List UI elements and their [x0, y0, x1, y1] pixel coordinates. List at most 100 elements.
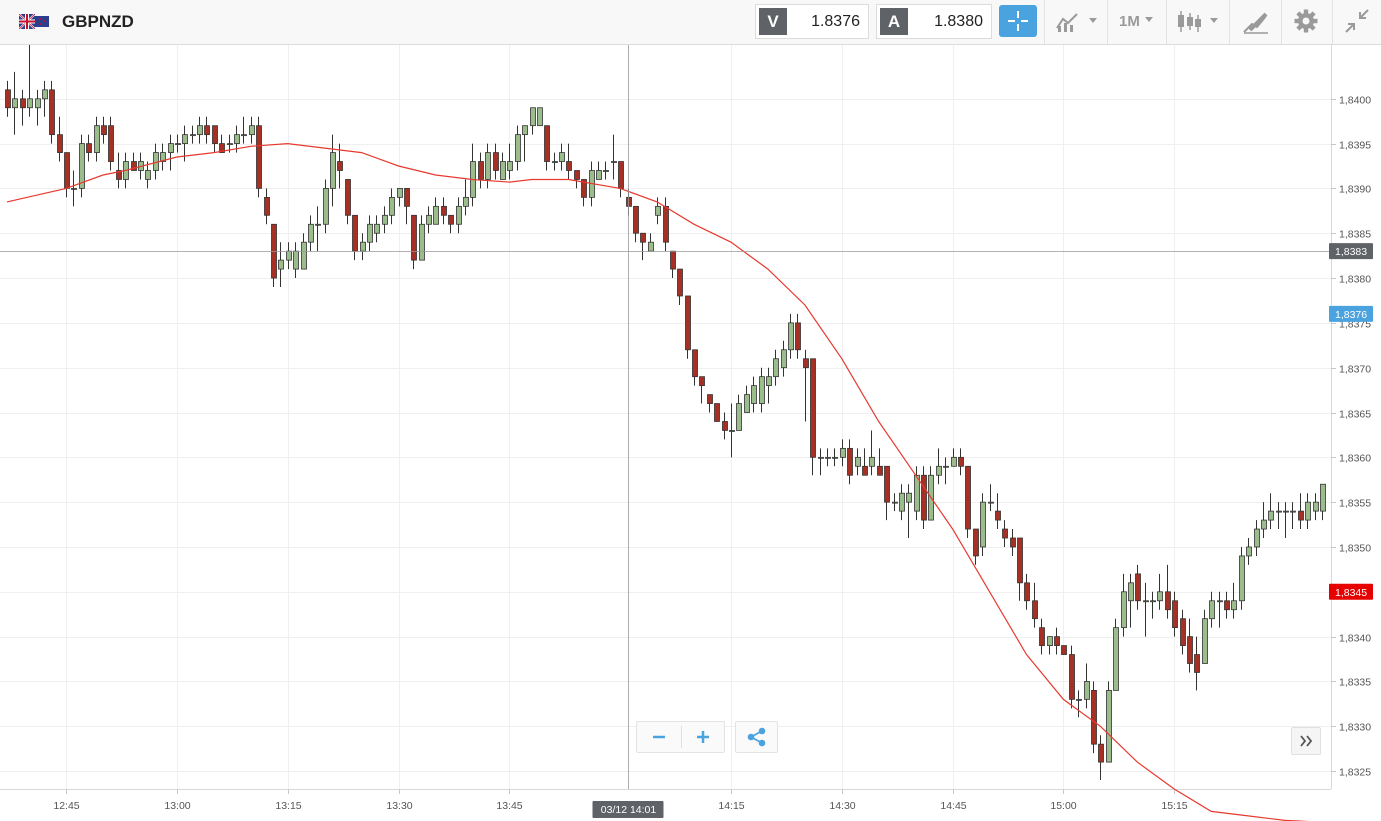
- crosshair-button[interactable]: [999, 5, 1037, 37]
- chart-type-button[interactable]: [1052, 4, 1102, 39]
- chevron-down-icon: [1145, 17, 1153, 22]
- candle-down: [707, 394, 713, 404]
- crosshair-time-badge: [592, 801, 664, 818]
- candle-up: [1084, 681, 1090, 700]
- candle-up: [766, 376, 772, 387]
- candle-up: [507, 161, 513, 171]
- candle-up: [197, 125, 203, 136]
- crosshair: 03/12 14:01: [0, 45, 1331, 818]
- candle-up: [367, 223, 373, 243]
- candlestick-icon: [1178, 11, 1201, 32]
- zoom-controls: [636, 721, 725, 753]
- candle-down: [64, 152, 70, 189]
- candle-up: [1254, 528, 1260, 548]
- candle-up: [79, 143, 85, 189]
- gear-icon: [1294, 9, 1318, 33]
- chart-type-icon: [1056, 13, 1078, 32]
- candle-up: [1209, 600, 1215, 620]
- sell-price: 1.8376: [811, 13, 860, 30]
- toolbar-separator: [1332, 0, 1333, 44]
- candle-down: [544, 125, 550, 162]
- candle-up: [943, 465, 949, 468]
- sell-tag: V: [759, 8, 787, 35]
- candle-up: [286, 250, 292, 261]
- y-tick-label: 1,8395: [1339, 140, 1371, 152]
- y-tick-label: 1,8360: [1339, 453, 1371, 465]
- candle-up: [655, 205, 661, 216]
- candle-down: [1091, 689, 1097, 745]
- candle-up: [759, 376, 765, 404]
- candle-up: [315, 223, 321, 226]
- buy-price: 1.8380: [934, 13, 983, 30]
- scroll-right-button[interactable]: [1291, 727, 1321, 755]
- candle-up: [914, 474, 920, 512]
- candle-up: [1276, 510, 1282, 513]
- candle-up: [818, 456, 824, 459]
- candle-down: [995, 510, 1001, 521]
- x-tick-label: 14:30: [829, 800, 855, 812]
- candle-up: [374, 223, 380, 234]
- candle-up: [426, 214, 432, 225]
- y-tick-label: 1,8340: [1339, 633, 1371, 645]
- flag-icon: [19, 14, 49, 29]
- candle-up: [1239, 555, 1245, 602]
- collapse-icon: [1345, 9, 1369, 33]
- candle-up: [27, 98, 33, 109]
- candle-up: [988, 501, 994, 504]
- candle-up: [1121, 591, 1127, 629]
- candle-down: [108, 125, 114, 162]
- crosshair-time-label: 03/12 14:01: [601, 804, 657, 816]
- share-button[interactable]: [735, 721, 778, 753]
- candle-up: [160, 152, 166, 162]
- price-chart[interactable]: 1,83251,83301,83351,83401,83451,83501,83…: [0, 45, 1381, 821]
- candle-down: [345, 179, 351, 216]
- y-tick-label: 1,8335: [1339, 677, 1371, 689]
- toolbar-separator: [1281, 0, 1282, 44]
- candle-down: [663, 205, 669, 243]
- candle-down: [20, 98, 26, 109]
- candle-up: [168, 143, 174, 153]
- candle-down: [264, 196, 270, 216]
- candle-up: [1313, 501, 1319, 512]
- zoom-in-button[interactable]: [682, 722, 724, 752]
- candle-up: [175, 143, 181, 146]
- sell-price-box[interactable]: V 1.8376: [755, 4, 869, 39]
- candle-down: [958, 456, 964, 467]
- candle-up: [463, 196, 469, 207]
- candle-up: [530, 107, 536, 127]
- x-tick-label: 15:15: [1161, 800, 1187, 812]
- timeframe-button[interactable]: 1M: [1113, 4, 1163, 39]
- candle-down: [352, 214, 358, 252]
- candle-up: [951, 456, 957, 467]
- candle-down: [256, 125, 262, 189]
- candle-up: [869, 456, 875, 467]
- settings-button[interactable]: [1287, 4, 1327, 39]
- y-tick-label: 1,8355: [1339, 498, 1371, 510]
- candle-down: [212, 125, 218, 145]
- candle-down: [1172, 600, 1178, 629]
- candle-up: [603, 170, 609, 172]
- candle-down: [699, 376, 705, 387]
- candle-down: [640, 232, 646, 243]
- time-axis: 12:45 13:00 13:15 13:30 13:45 14:15 14:30 14:45…: [53, 789, 1188, 812]
- ma-value-badge: 1,8345: [1335, 587, 1367, 599]
- candle-up: [1143, 600, 1149, 603]
- x-tick-label: 13:15: [275, 800, 301, 812]
- candlestick-button[interactable]: [1172, 4, 1224, 39]
- price-badges: 1,8383 1,8376 1,8345: [1329, 243, 1373, 600]
- draw-tool-button[interactable]: [1236, 4, 1276, 39]
- candle-up: [42, 89, 48, 100]
- candle-down: [57, 134, 63, 153]
- candle-up: [278, 259, 284, 270]
- candle-down: [973, 528, 979, 557]
- zoom-out-button[interactable]: [637, 722, 681, 752]
- candle-down: [884, 465, 890, 503]
- candle-up: [648, 241, 654, 252]
- buy-tag: A: [880, 8, 908, 35]
- candle-up: [1150, 600, 1156, 603]
- candle-down: [86, 143, 92, 153]
- candle-up: [773, 358, 779, 378]
- candle-up: [500, 161, 506, 180]
- buy-price-box[interactable]: A 1.8380: [876, 4, 992, 39]
- collapse-button[interactable]: [1338, 4, 1378, 39]
